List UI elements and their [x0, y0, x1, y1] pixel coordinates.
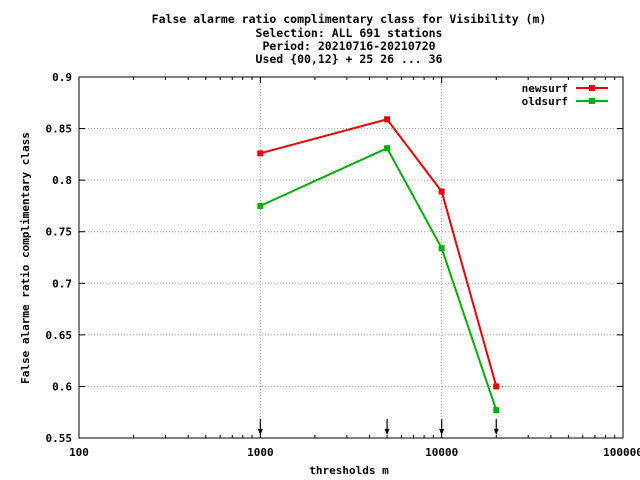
y-tick-label: 0.8 — [52, 174, 72, 187]
axis-ticks: 0.55 0.6 0.65 0.7 0.75 0.8 0.85 0.9 100 1000 10000… — [46, 71, 640, 459]
legend-point-oldsurf — [589, 98, 595, 104]
chart-title: False alarme ratio complimentary class f… — [152, 12, 547, 66]
y-tick-label: 0.75 — [46, 226, 73, 239]
x-tick-label: 100 — [69, 446, 89, 459]
data-point-oldsurf — [257, 202, 264, 209]
threshold-arrow-head — [439, 429, 445, 435]
x-tick-label: 100000 — [603, 446, 640, 459]
y-tick-label: 0.7 — [52, 277, 72, 290]
legend-label: newsurf — [522, 82, 568, 95]
data-point-newsurf — [384, 116, 391, 123]
series-line-newsurf — [260, 118, 498, 387]
title-line-4: Used {00,12} + 25 26 ... 36 — [256, 52, 443, 66]
data-point-oldsurf — [438, 245, 445, 252]
x-tick-label: 1000 — [247, 446, 274, 459]
y-tick-label: 0.55 — [46, 432, 73, 445]
grid — [79, 77, 623, 438]
title-line-3: Period: 20210716-20210720 — [262, 39, 435, 53]
threshold-arrow-head — [257, 429, 263, 435]
y-axis-label: False alarme ratio complimentary class — [19, 132, 32, 384]
series-line-oldsurf — [259, 146, 498, 411]
series-group — [257, 116, 500, 414]
legend-label: oldsurf — [522, 95, 568, 108]
y-tick-label: 0.6 — [52, 380, 72, 393]
title-line-2: Selection: ALL 691 stations — [256, 26, 443, 40]
x-tick-label: 10000 — [425, 446, 458, 459]
data-point-newsurf — [257, 150, 264, 157]
y-tick-label: 0.65 — [46, 329, 73, 342]
data-point-newsurf — [493, 383, 500, 390]
threshold-arrow-head — [384, 429, 390, 435]
data-point-oldsurf — [384, 145, 391, 152]
threshold-arrow-head — [493, 429, 499, 435]
data-point-newsurf — [438, 188, 445, 195]
threshold-markers — [257, 419, 499, 435]
title-line-1: False alarme ratio complimentary class f… — [152, 12, 547, 26]
legend-point-newsurf — [589, 85, 595, 91]
y-tick-label: 0.9 — [52, 71, 72, 84]
data-point-oldsurf — [493, 407, 500, 414]
x-axis-label: thresholds m — [309, 464, 389, 477]
y-tick-label: 0.85 — [46, 123, 73, 136]
plot-frame — [78, 76, 624, 439]
